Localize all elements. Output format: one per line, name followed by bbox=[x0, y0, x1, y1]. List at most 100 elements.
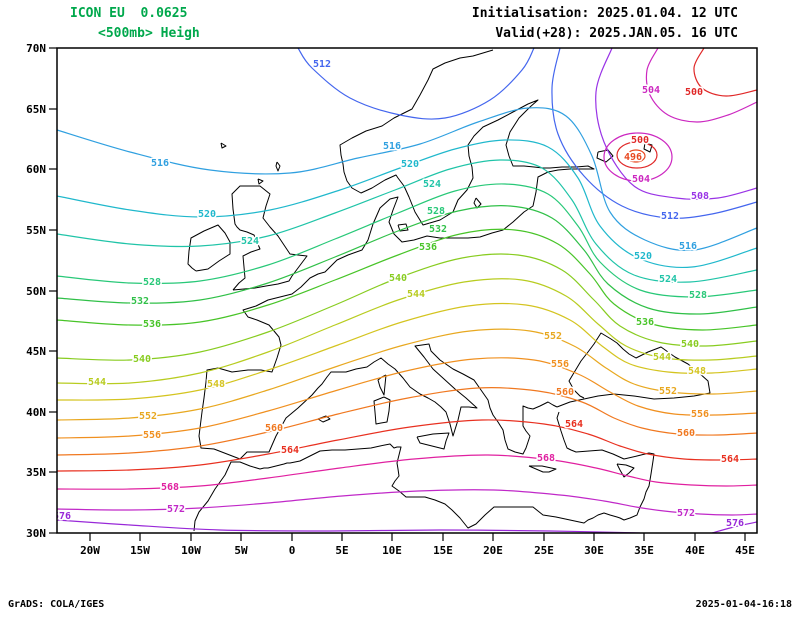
contour-label: 528 bbox=[143, 277, 161, 288]
coastline bbox=[275, 161, 281, 172]
contour-label: 504 bbox=[632, 174, 650, 185]
contour-label: 540 bbox=[133, 354, 151, 365]
contour-label: 544 bbox=[88, 377, 106, 388]
model-title: ICON EU 0.0625 bbox=[70, 6, 188, 21]
contour-label: 564 bbox=[281, 445, 299, 456]
grads-credit: GrADS: COLA/IGES bbox=[8, 599, 105, 610]
coastline bbox=[239, 343, 558, 460]
contour-low-500 bbox=[616, 141, 658, 169]
contour-label: 548 bbox=[207, 379, 225, 390]
contour-line-512 bbox=[551, 48, 757, 219]
contour-label: 520 bbox=[634, 251, 652, 262]
contour-label: 532 bbox=[131, 296, 149, 307]
contour-label: 536 bbox=[143, 319, 161, 330]
contour-line-528 bbox=[57, 183, 757, 298]
lat-label: 40N bbox=[26, 406, 46, 419]
coastline bbox=[193, 411, 655, 532]
contour-line-500 bbox=[693, 48, 757, 97]
contour-line-536 bbox=[57, 228, 757, 331]
contour-line-556 bbox=[57, 357, 757, 439]
contour-label: 556 bbox=[143, 430, 161, 441]
lon-label: 15E bbox=[433, 544, 453, 557]
lat-label: 45N bbox=[26, 345, 46, 358]
lon-label: 30E bbox=[584, 544, 604, 557]
creation-timestamp: 2025-01-04-16:18 bbox=[695, 599, 792, 610]
contour-label: 516 bbox=[151, 158, 169, 169]
contour-line-508 bbox=[595, 48, 757, 200]
lat-label: 65N bbox=[26, 103, 46, 116]
contour-label: 512 bbox=[661, 211, 679, 222]
coastline bbox=[616, 463, 635, 478]
contour-label: 564 bbox=[721, 454, 739, 465]
lon-label: 5W bbox=[234, 544, 248, 557]
lon-label: 10W bbox=[181, 544, 201, 557]
lon-label: 10E bbox=[382, 544, 402, 557]
lon-label: 5E bbox=[335, 544, 348, 557]
init-time-label: Initialisation: 2025.01.04. 12 UTC bbox=[471, 6, 738, 21]
coastline bbox=[187, 224, 231, 272]
contour-label: 544 bbox=[407, 289, 425, 300]
lat-label: 35N bbox=[26, 466, 46, 479]
contour-label: 572 bbox=[167, 504, 185, 515]
contour-label: 512 bbox=[313, 59, 331, 70]
contour-line-576 bbox=[711, 521, 757, 533]
contour-line-540 bbox=[57, 253, 757, 361]
contour-line-516 bbox=[57, 107, 757, 252]
contour-label: 576 bbox=[726, 518, 744, 529]
coastline bbox=[231, 185, 308, 291]
lat-label: 70N bbox=[26, 42, 46, 55]
contour-label: 500 bbox=[685, 87, 703, 98]
contour-label: 496 bbox=[624, 152, 642, 163]
contour-line-512 bbox=[297, 48, 535, 120]
contour-label: 520 bbox=[401, 159, 419, 170]
contour-label: 560 bbox=[677, 428, 695, 439]
contour-label: 544 bbox=[653, 352, 671, 363]
contour-label: 572 bbox=[677, 508, 695, 519]
coastline bbox=[198, 49, 595, 460]
coastline bbox=[416, 432, 450, 450]
contour-label: 540 bbox=[389, 273, 407, 284]
lat-label: 60N bbox=[26, 163, 46, 176]
contour-label: 536 bbox=[636, 317, 654, 328]
contour-line-564 bbox=[57, 419, 757, 472]
lon-label: 35E bbox=[634, 544, 654, 557]
contour-label: 556 bbox=[691, 409, 709, 420]
lon-label: 40E bbox=[685, 544, 705, 557]
contour-low-504 bbox=[603, 132, 673, 182]
map-layers: 5005045085125125165165165205205205245245… bbox=[57, 48, 757, 533]
contour-label: 524 bbox=[241, 236, 259, 247]
lat-label: 55N bbox=[26, 224, 46, 237]
coastline bbox=[528, 465, 557, 473]
contour-label: 552 bbox=[659, 386, 677, 397]
contour-label: 516 bbox=[679, 241, 697, 252]
contour-low-496 bbox=[626, 149, 646, 163]
contour-label: 540 bbox=[681, 339, 699, 350]
contour-label: 560 bbox=[265, 423, 283, 434]
contour-label: 528 bbox=[427, 206, 445, 217]
contour-label: 552 bbox=[139, 411, 157, 422]
coastline bbox=[556, 332, 711, 408]
contour-label: 508 bbox=[691, 191, 709, 202]
contour-line-520 bbox=[57, 139, 757, 268]
contour-label: 532 bbox=[429, 224, 447, 235]
contour-label: 528 bbox=[689, 290, 707, 301]
contour-label: 500 bbox=[631, 135, 649, 146]
contour-label: 516 bbox=[383, 141, 401, 152]
contour-label: 548 bbox=[688, 366, 706, 377]
lon-label: 0 bbox=[289, 544, 296, 557]
lon-label: 20E bbox=[483, 544, 503, 557]
contour-line-548 bbox=[57, 302, 757, 401]
coastline bbox=[397, 223, 409, 232]
contour-label: 536 bbox=[419, 242, 437, 253]
contour-line-572 bbox=[57, 489, 757, 516]
lon-label: 45E bbox=[735, 544, 755, 557]
contour-label: 520 bbox=[198, 209, 216, 220]
contour-label: 556 bbox=[551, 359, 569, 370]
contour-line-532 bbox=[57, 205, 757, 315]
coastline bbox=[317, 415, 331, 423]
coastline bbox=[220, 142, 227, 149]
contour-line-544 bbox=[57, 278, 757, 385]
contour-label: 524 bbox=[659, 274, 677, 285]
contour-line-568 bbox=[57, 454, 757, 490]
